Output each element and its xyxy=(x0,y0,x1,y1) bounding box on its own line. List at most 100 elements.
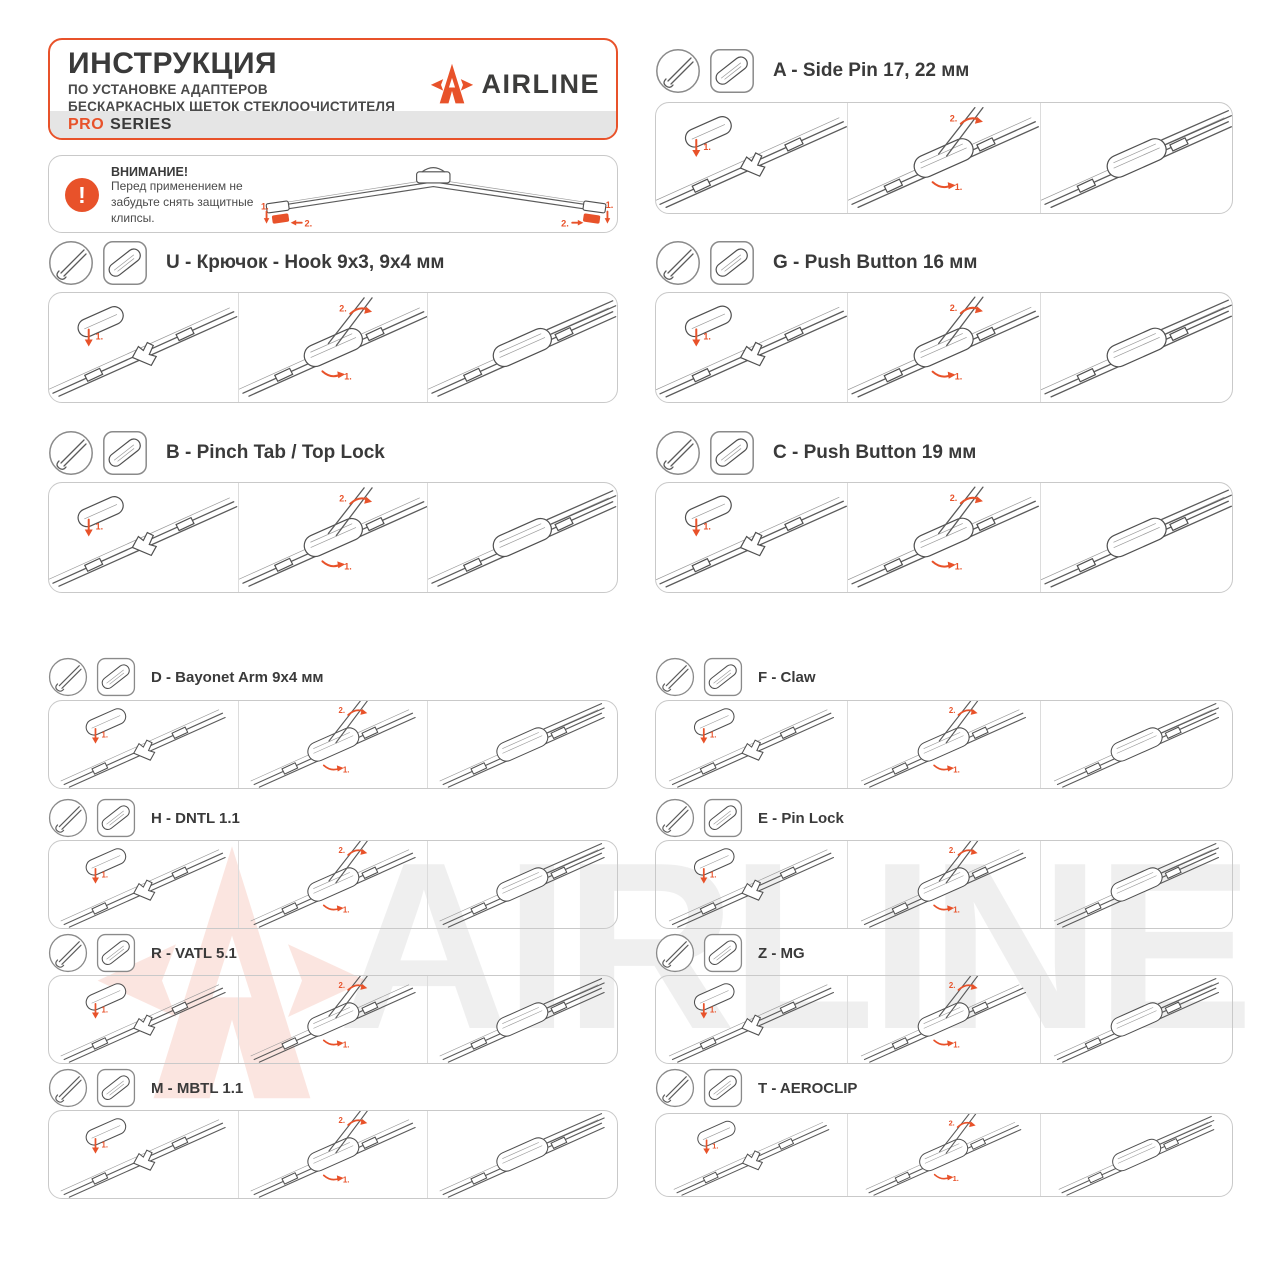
svg-text:2.: 2. xyxy=(949,706,956,715)
install-step-illustration: 1. xyxy=(49,496,238,587)
install-step-illustration: 2. 1. xyxy=(250,976,416,1063)
install-step-illustration: 2. 1. xyxy=(250,701,416,788)
install-step-illustration xyxy=(428,300,617,397)
warning-title: ВНИМАНИЕ! xyxy=(111,165,188,179)
step-panel-3 xyxy=(428,483,617,592)
brand-name: AIRLINE xyxy=(481,68,600,99)
wiper-arm-type-icon xyxy=(655,798,695,838)
wiper-arm-type-icon xyxy=(656,431,700,475)
svg-text:1.: 1. xyxy=(102,871,109,880)
step-panel-3 xyxy=(428,701,617,788)
install-step-illustration: 1. xyxy=(673,1120,830,1196)
section-header-T: T - AEROCLIP xyxy=(655,1068,857,1108)
section-header-Z: Z - MG xyxy=(655,933,805,973)
wiper-arm-type-icon xyxy=(656,241,700,285)
install-step-illustration xyxy=(439,843,606,928)
wiper-arm-type-icon xyxy=(49,431,93,475)
step-panel-2: 2. 1. xyxy=(239,976,429,1063)
svg-text:1.: 1. xyxy=(955,182,963,192)
steps-strip-H: 1. 2. 1. xyxy=(48,840,618,929)
svg-text:1.: 1. xyxy=(712,1141,718,1150)
step-panel-3 xyxy=(428,1111,617,1198)
install-step-illustration xyxy=(1040,299,1232,398)
step-panel-2: 2. 1. xyxy=(848,483,1041,592)
step-panel-1: 1. xyxy=(656,293,849,402)
svg-text:1.: 1. xyxy=(955,372,963,382)
step-panel-3 xyxy=(428,976,617,1063)
step-panel-2: 2. 1. xyxy=(238,483,429,592)
section-header-U: U - Крючок - Hook 9x3, 9x4 мм xyxy=(48,240,444,286)
svg-text:1.: 1. xyxy=(955,562,963,572)
section-header-G: G - Push Button 16 мм xyxy=(655,240,977,286)
wiper-arm-type-icon xyxy=(656,49,700,93)
svg-text:2.: 2. xyxy=(338,981,345,990)
install-step-illustration: 2. 1. xyxy=(861,701,1027,788)
right-column: A - Side Pin 17, 22 мм 1. 2 xyxy=(655,0,1233,1280)
steps-strip-M: 1. 2. 1. xyxy=(48,1110,618,1199)
install-step-illustration: 2. 1. xyxy=(848,106,1040,208)
adapter-type-icon xyxy=(96,933,136,973)
install-step-illustration: 1. xyxy=(668,848,835,928)
step-panel-1: 1. xyxy=(49,701,239,788)
steps-strip-D: 1. 2. 1. xyxy=(48,700,618,789)
airline-logo-icon xyxy=(430,63,473,104)
section-header-F: F - Claw xyxy=(655,657,816,697)
install-step-illustration: 1. xyxy=(668,708,835,788)
section-header-C: C - Push Button 19 мм xyxy=(655,430,976,476)
adapter-type-icon xyxy=(703,933,743,973)
step-panel-1: 1. xyxy=(656,1114,849,1196)
step-panel-1: 1. xyxy=(49,841,239,928)
svg-text:1.: 1. xyxy=(954,765,961,774)
svg-text:2.: 2. xyxy=(949,846,956,855)
svg-text:2.: 2. xyxy=(950,114,958,124)
adapter-type-icon xyxy=(103,241,147,285)
install-step-illustration: 2. 1. xyxy=(848,486,1040,588)
steps-strip-A: 1. 2. 1. xyxy=(655,102,1233,214)
install-step-illustration: 1. xyxy=(656,116,847,208)
install-step-illustration xyxy=(428,490,617,587)
svg-text:1.: 1. xyxy=(343,1040,350,1049)
step-panel-2: 2. 1. xyxy=(239,1111,429,1198)
wiper-blade-clips-illustration: 1. 2. 1. 2. xyxy=(261,167,613,228)
wiper-arm-type-icon xyxy=(49,241,93,285)
step-panel-2: 2. 1. xyxy=(239,701,429,788)
steps-strip-R: 1. 2. 1. xyxy=(48,975,618,1064)
step-panel-3 xyxy=(1041,841,1232,928)
step-panel-2: 2. 1. xyxy=(848,841,1041,928)
svg-text:2.: 2. xyxy=(561,218,569,228)
svg-text:2.: 2. xyxy=(949,981,956,990)
steps-strip-C: 1. 2. 1. xyxy=(655,482,1233,593)
install-step-illustration: 2. 1. xyxy=(238,297,427,397)
svg-text:2.: 2. xyxy=(339,304,346,314)
svg-text:1.: 1. xyxy=(261,202,269,212)
step-panel-1: 1. xyxy=(656,976,849,1063)
svg-text:1.: 1. xyxy=(703,142,711,152)
svg-text:1.: 1. xyxy=(953,1174,959,1183)
section-header-A: A - Side Pin 17, 22 мм xyxy=(655,48,969,94)
svg-text:1.: 1. xyxy=(703,521,711,531)
page-subtitle-1: ПО УСТАНОВКЕ АДАПТЕРОВ xyxy=(68,81,268,97)
section-title-D: D - Bayonet Arm 9x4 мм xyxy=(151,668,324,686)
wiper-arm-type-icon xyxy=(655,933,695,973)
install-step-illustration xyxy=(439,978,606,1063)
wiper-arm-type-icon xyxy=(48,1068,88,1108)
step-panel-1: 1. xyxy=(656,483,849,592)
section-title-R: R - VATL 5.1 xyxy=(151,944,237,962)
section-title-E: E - Pin Lock xyxy=(758,809,844,827)
steps-strip-Z: 1. 2. 1. xyxy=(655,975,1233,1064)
install-step-illustration: 1. xyxy=(60,848,226,928)
svg-text:2.: 2. xyxy=(338,1116,345,1125)
wiper-arm-type-icon xyxy=(48,933,88,973)
series-pro-label: PRO xyxy=(68,115,105,133)
svg-text:1.: 1. xyxy=(343,905,350,914)
adapter-type-icon xyxy=(703,657,743,697)
install-step-illustration: 2. 1. xyxy=(848,296,1040,398)
section-header-D: D - Bayonet Arm 9x4 мм xyxy=(48,657,324,697)
svg-text:1.: 1. xyxy=(344,371,351,381)
svg-text:2.: 2. xyxy=(339,494,346,504)
section-header-B: B - Pinch Tab / Top Lock xyxy=(48,430,385,476)
svg-text:1.: 1. xyxy=(710,731,717,740)
step-panel-3 xyxy=(1040,483,1232,592)
step-panel-2: 2. 1. xyxy=(238,293,429,402)
section-title-F: F - Claw xyxy=(758,668,816,686)
